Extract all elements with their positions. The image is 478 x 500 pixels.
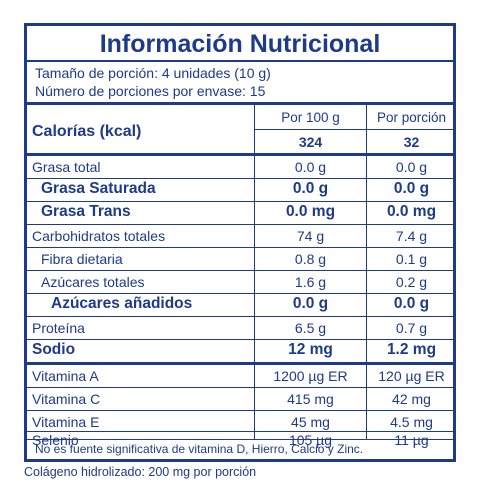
value-per-serving: 1.2 mg	[386, 341, 437, 358]
value-per-100g: 74 g	[296, 228, 325, 244]
nutrient-row: Grasa total 0.0 g 0.0 g	[27, 156, 453, 178]
nutrient-row: Azúcares totales 1.6 g 0.2 g	[27, 271, 453, 293]
calories-label: Calorías (kcal)	[32, 123, 142, 140]
nutrient-row: Sodio 12 mg 1.2 mg	[27, 340, 453, 362]
row-divider	[27, 178, 453, 179]
row-divider	[27, 224, 453, 225]
value-per-100g: 6.5 g	[294, 320, 327, 336]
value-per-serving: 120 µg ER	[378, 368, 445, 384]
nutrient-row: Grasa Trans 0.0 mg 0.0 mg	[27, 202, 453, 224]
value-per-serving: 0.2 g	[395, 274, 428, 290]
collagen-note: Colágeno hidrolizado: 200 mg por porción	[24, 465, 257, 479]
value-per-100g: 45 mg	[291, 414, 330, 430]
value-per-serving: 0.0 g	[393, 180, 430, 197]
column-divider-2	[366, 105, 367, 439]
row-divider	[27, 247, 453, 248]
header-per-serving: Por porción	[376, 110, 447, 125]
servings-per-container: Número de porciones por envase: 15	[35, 83, 266, 99]
value-per-100g: 0.0 g	[292, 295, 329, 312]
row-divider	[27, 270, 453, 271]
nutrient-row: Azúcares añadidos 0.0 g 0.0 g	[27, 294, 453, 316]
nutrient-row: Vitamina E 45 mg 4.5 mg	[27, 411, 453, 433]
nutrient-name: Grasa Trans	[41, 203, 131, 220]
nutrient-row: Grasa Saturada 0.0 g 0.0 g	[27, 179, 453, 201]
nutrient-name: Sodio	[32, 341, 76, 358]
nutrient-name: Vitamina C	[32, 391, 101, 407]
value-per-100g: 0.0 g	[294, 159, 327, 175]
value-per-serving: 4.5 mg	[390, 414, 433, 430]
header-per-100g: Por 100 g	[281, 110, 340, 125]
value-per-100g: 0.8 g	[294, 251, 327, 267]
value-per-serving: 0.0 g	[395, 159, 428, 175]
value-per-100g: 1.6 g	[294, 274, 327, 290]
nutrient-name: Azúcares añadidos	[51, 295, 193, 312]
footnote: No es fuente significativa de vitamina D…	[35, 442, 364, 456]
value-per-serving: 0.0 mg	[386, 203, 437, 220]
row-divider	[27, 201, 453, 202]
nutrient-name: Selenio	[32, 432, 79, 448]
nutrient-name: Grasa Saturada	[41, 180, 156, 197]
nutrient-row: Vitamina A 1200 µg ER 120 µg ER	[27, 365, 453, 387]
calories-per-100g: 324	[298, 134, 323, 150]
value-per-100g: 0.0 g	[292, 180, 329, 197]
footnote-divider	[27, 439, 453, 440]
nutrient-name: Carbohidratos totales	[32, 228, 166, 244]
row-divider	[27, 431, 453, 432]
nutrition-facts-panel: Información Nutricional Tamaño de porció…	[24, 23, 456, 462]
sodium-divider	[27, 362, 453, 365]
serving-divider	[27, 102, 453, 105]
nutrient-row: Selenio 105 µg 11 µg	[27, 416, 453, 448]
row-divider	[27, 387, 453, 388]
value-per-100g: 12 mg	[288, 341, 333, 358]
value-per-serving: 0.0 g	[393, 295, 430, 312]
serving-size: Tamaño de porción: 4 unidades (10 g)	[35, 65, 271, 81]
nutrient-name: Grasa total	[32, 159, 101, 175]
calories-per-serving: 32	[403, 134, 420, 150]
nutrient-name: Proteína	[32, 320, 85, 336]
nutrient-row: Fibra dietaria 0.8 g 0.1 g	[27, 248, 453, 270]
nutrient-row: Carbohidratos totales 74 g 7.4 g	[27, 225, 453, 247]
value-per-serving: 0.7 g	[395, 320, 428, 336]
value-per-100g: 0.0 mg	[285, 203, 336, 220]
title-divider	[27, 60, 453, 62]
nutrient-row: Proteína 6.5 g 0.7 g	[27, 317, 453, 339]
column-divider-1	[254, 105, 255, 439]
row-divider	[27, 410, 453, 411]
value-per-100g: 105 µg	[288, 432, 333, 448]
value-per-100g: 1200 µg ER	[273, 368, 348, 384]
nutrient-name: Vitamina E	[32, 414, 100, 430]
nutrient-name: Azúcares totales	[41, 274, 145, 290]
nutrient-name: Fibra dietaria	[41, 251, 123, 267]
value-per-serving: 11 µg	[394, 432, 429, 448]
nutrient-row: Vitamina C 415 mg 42 mg	[27, 388, 453, 410]
nutrition-title: Información Nutricional	[99, 30, 381, 58]
value-per-serving: 42 mg	[392, 391, 431, 407]
value-per-serving: 0.1 g	[395, 251, 428, 267]
nutrient-name: Vitamina A	[32, 368, 99, 384]
row-divider	[27, 293, 453, 294]
calories-divider	[27, 153, 453, 156]
value-per-100g: 415 mg	[287, 391, 334, 407]
header-subdivider	[255, 129, 456, 130]
row-divider	[27, 339, 453, 340]
row-divider	[27, 316, 453, 317]
value-per-serving: 7.4 g	[395, 228, 428, 244]
